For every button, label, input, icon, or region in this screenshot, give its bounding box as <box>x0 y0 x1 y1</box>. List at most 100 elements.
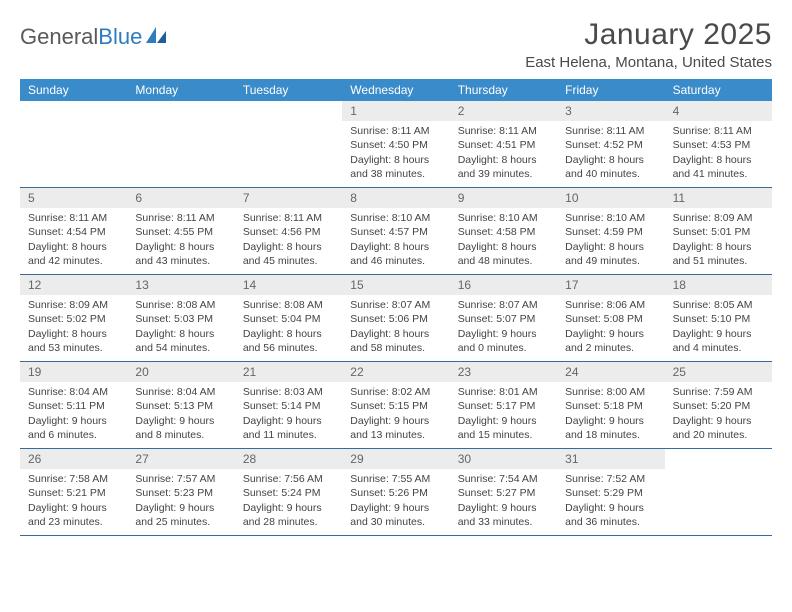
day-line-sr: Sunrise: 8:03 AM <box>243 385 334 399</box>
day-number <box>20 101 127 105</box>
day-number: 6 <box>127 188 234 208</box>
day-number: 31 <box>557 449 664 469</box>
day-line-d2: and 38 minutes. <box>350 167 441 181</box>
day-line-sr: Sunrise: 8:04 AM <box>135 385 226 399</box>
day-line-sr: Sunrise: 8:07 AM <box>458 298 549 312</box>
day-body: Sunrise: 8:09 AMSunset: 5:02 PMDaylight:… <box>20 295 127 359</box>
day-number: 27 <box>127 449 234 469</box>
day-body: Sunrise: 8:11 AMSunset: 4:53 PMDaylight:… <box>665 121 772 185</box>
day-line-ss: Sunset: 5:21 PM <box>28 486 119 500</box>
day-number: 9 <box>450 188 557 208</box>
day-cell: 21Sunrise: 8:03 AMSunset: 5:14 PMDayligh… <box>235 362 342 448</box>
location-subtitle: East Helena, Montana, United States <box>525 54 772 71</box>
day-line-sr: Sunrise: 7:58 AM <box>28 472 119 486</box>
day-line-sr: Sunrise: 8:09 AM <box>673 211 764 225</box>
day-cell: 22Sunrise: 8:02 AMSunset: 5:15 PMDayligh… <box>342 362 449 448</box>
day-line-ss: Sunset: 5:11 PM <box>28 399 119 413</box>
day-line-d2: and 23 minutes. <box>28 515 119 529</box>
day-number: 21 <box>235 362 342 382</box>
week-row: 1Sunrise: 8:11 AMSunset: 4:50 PMDaylight… <box>20 101 772 188</box>
day-line-ss: Sunset: 4:54 PM <box>28 225 119 239</box>
day-body: Sunrise: 7:55 AMSunset: 5:26 PMDaylight:… <box>342 469 449 533</box>
day-line-d2: and 48 minutes. <box>458 254 549 268</box>
day-number: 2 <box>450 101 557 121</box>
day-line-ss: Sunset: 5:29 PM <box>565 486 656 500</box>
logo-sail-icon <box>146 25 168 50</box>
day-line-ss: Sunset: 5:26 PM <box>350 486 441 500</box>
day-number: 20 <box>127 362 234 382</box>
day-line-ss: Sunset: 5:10 PM <box>673 312 764 326</box>
weeks-container: 1Sunrise: 8:11 AMSunset: 4:50 PMDaylight… <box>20 101 772 536</box>
day-line-d1: Daylight: 9 hours <box>565 501 656 515</box>
day-line-d1: Daylight: 8 hours <box>28 240 119 254</box>
logo-word1: General <box>20 24 98 49</box>
day-line-ss: Sunset: 5:13 PM <box>135 399 226 413</box>
day-line-sr: Sunrise: 7:54 AM <box>458 472 549 486</box>
dow-cell: Monday <box>127 79 234 101</box>
day-body: Sunrise: 8:08 AMSunset: 5:03 PMDaylight:… <box>127 295 234 359</box>
day-cell <box>665 449 772 535</box>
day-cell: 31Sunrise: 7:52 AMSunset: 5:29 PMDayligh… <box>557 449 664 535</box>
day-cell: 29Sunrise: 7:55 AMSunset: 5:26 PMDayligh… <box>342 449 449 535</box>
day-line-ss: Sunset: 4:56 PM <box>243 225 334 239</box>
day-cell: 30Sunrise: 7:54 AMSunset: 5:27 PMDayligh… <box>450 449 557 535</box>
day-line-d1: Daylight: 8 hours <box>458 153 549 167</box>
day-line-ss: Sunset: 4:52 PM <box>565 138 656 152</box>
day-body: Sunrise: 8:11 AMSunset: 4:50 PMDaylight:… <box>342 121 449 185</box>
day-number: 30 <box>450 449 557 469</box>
day-line-sr: Sunrise: 8:10 AM <box>565 211 656 225</box>
day-line-sr: Sunrise: 7:57 AM <box>135 472 226 486</box>
day-line-ss: Sunset: 5:15 PM <box>350 399 441 413</box>
day-body: Sunrise: 8:10 AMSunset: 4:59 PMDaylight:… <box>557 208 664 272</box>
day-body: Sunrise: 8:04 AMSunset: 5:13 PMDaylight:… <box>127 382 234 446</box>
day-line-d2: and 56 minutes. <box>243 341 334 355</box>
day-line-d2: and 25 minutes. <box>135 515 226 529</box>
day-line-sr: Sunrise: 8:08 AM <box>135 298 226 312</box>
day-line-d1: Daylight: 9 hours <box>458 414 549 428</box>
day-line-d2: and 28 minutes. <box>243 515 334 529</box>
day-line-d1: Daylight: 8 hours <box>350 153 441 167</box>
week-row: 12Sunrise: 8:09 AMSunset: 5:02 PMDayligh… <box>20 275 772 362</box>
day-line-d2: and 51 minutes. <box>673 254 764 268</box>
dow-cell: Friday <box>557 79 664 101</box>
day-line-sr: Sunrise: 8:10 AM <box>350 211 441 225</box>
day-cell: 6Sunrise: 8:11 AMSunset: 4:55 PMDaylight… <box>127 188 234 274</box>
day-line-d1: Daylight: 8 hours <box>243 240 334 254</box>
day-line-ss: Sunset: 5:06 PM <box>350 312 441 326</box>
day-number: 22 <box>342 362 449 382</box>
title-block: January 2025 East Helena, Montana, Unite… <box>525 18 772 71</box>
day-line-d2: and 46 minutes. <box>350 254 441 268</box>
day-line-d2: and 15 minutes. <box>458 428 549 442</box>
day-line-ss: Sunset: 4:57 PM <box>350 225 441 239</box>
day-line-ss: Sunset: 5:03 PM <box>135 312 226 326</box>
day-cell: 20Sunrise: 8:04 AMSunset: 5:13 PMDayligh… <box>127 362 234 448</box>
day-cell: 15Sunrise: 8:07 AMSunset: 5:06 PMDayligh… <box>342 275 449 361</box>
day-line-d1: Daylight: 9 hours <box>28 414 119 428</box>
day-line-d1: Daylight: 8 hours <box>565 240 656 254</box>
day-line-d1: Daylight: 9 hours <box>350 501 441 515</box>
day-line-d1: Daylight: 8 hours <box>673 240 764 254</box>
day-cell: 13Sunrise: 8:08 AMSunset: 5:03 PMDayligh… <box>127 275 234 361</box>
day-body: Sunrise: 8:11 AMSunset: 4:52 PMDaylight:… <box>557 121 664 185</box>
day-cell: 2Sunrise: 8:11 AMSunset: 4:51 PMDaylight… <box>450 101 557 187</box>
calendar: Sunday Monday Tuesday Wednesday Thursday… <box>20 79 772 536</box>
day-line-d2: and 58 minutes. <box>350 341 441 355</box>
day-cell: 24Sunrise: 8:00 AMSunset: 5:18 PMDayligh… <box>557 362 664 448</box>
day-line-d2: and 43 minutes. <box>135 254 226 268</box>
day-number: 29 <box>342 449 449 469</box>
day-line-ss: Sunset: 5:02 PM <box>28 312 119 326</box>
dow-cell: Sunday <box>20 79 127 101</box>
day-line-d1: Daylight: 9 hours <box>565 414 656 428</box>
dow-cell: Tuesday <box>235 79 342 101</box>
day-line-d1: Daylight: 8 hours <box>243 327 334 341</box>
day-line-sr: Sunrise: 8:10 AM <box>458 211 549 225</box>
day-cell: 3Sunrise: 8:11 AMSunset: 4:52 PMDaylight… <box>557 101 664 187</box>
day-number: 7 <box>235 188 342 208</box>
day-number: 13 <box>127 275 234 295</box>
day-line-d1: Daylight: 9 hours <box>565 327 656 341</box>
day-line-d1: Daylight: 9 hours <box>135 501 226 515</box>
day-line-ss: Sunset: 5:14 PM <box>243 399 334 413</box>
day-line-ss: Sunset: 4:50 PM <box>350 138 441 152</box>
day-line-sr: Sunrise: 8:11 AM <box>135 211 226 225</box>
day-line-d1: Daylight: 8 hours <box>458 240 549 254</box>
